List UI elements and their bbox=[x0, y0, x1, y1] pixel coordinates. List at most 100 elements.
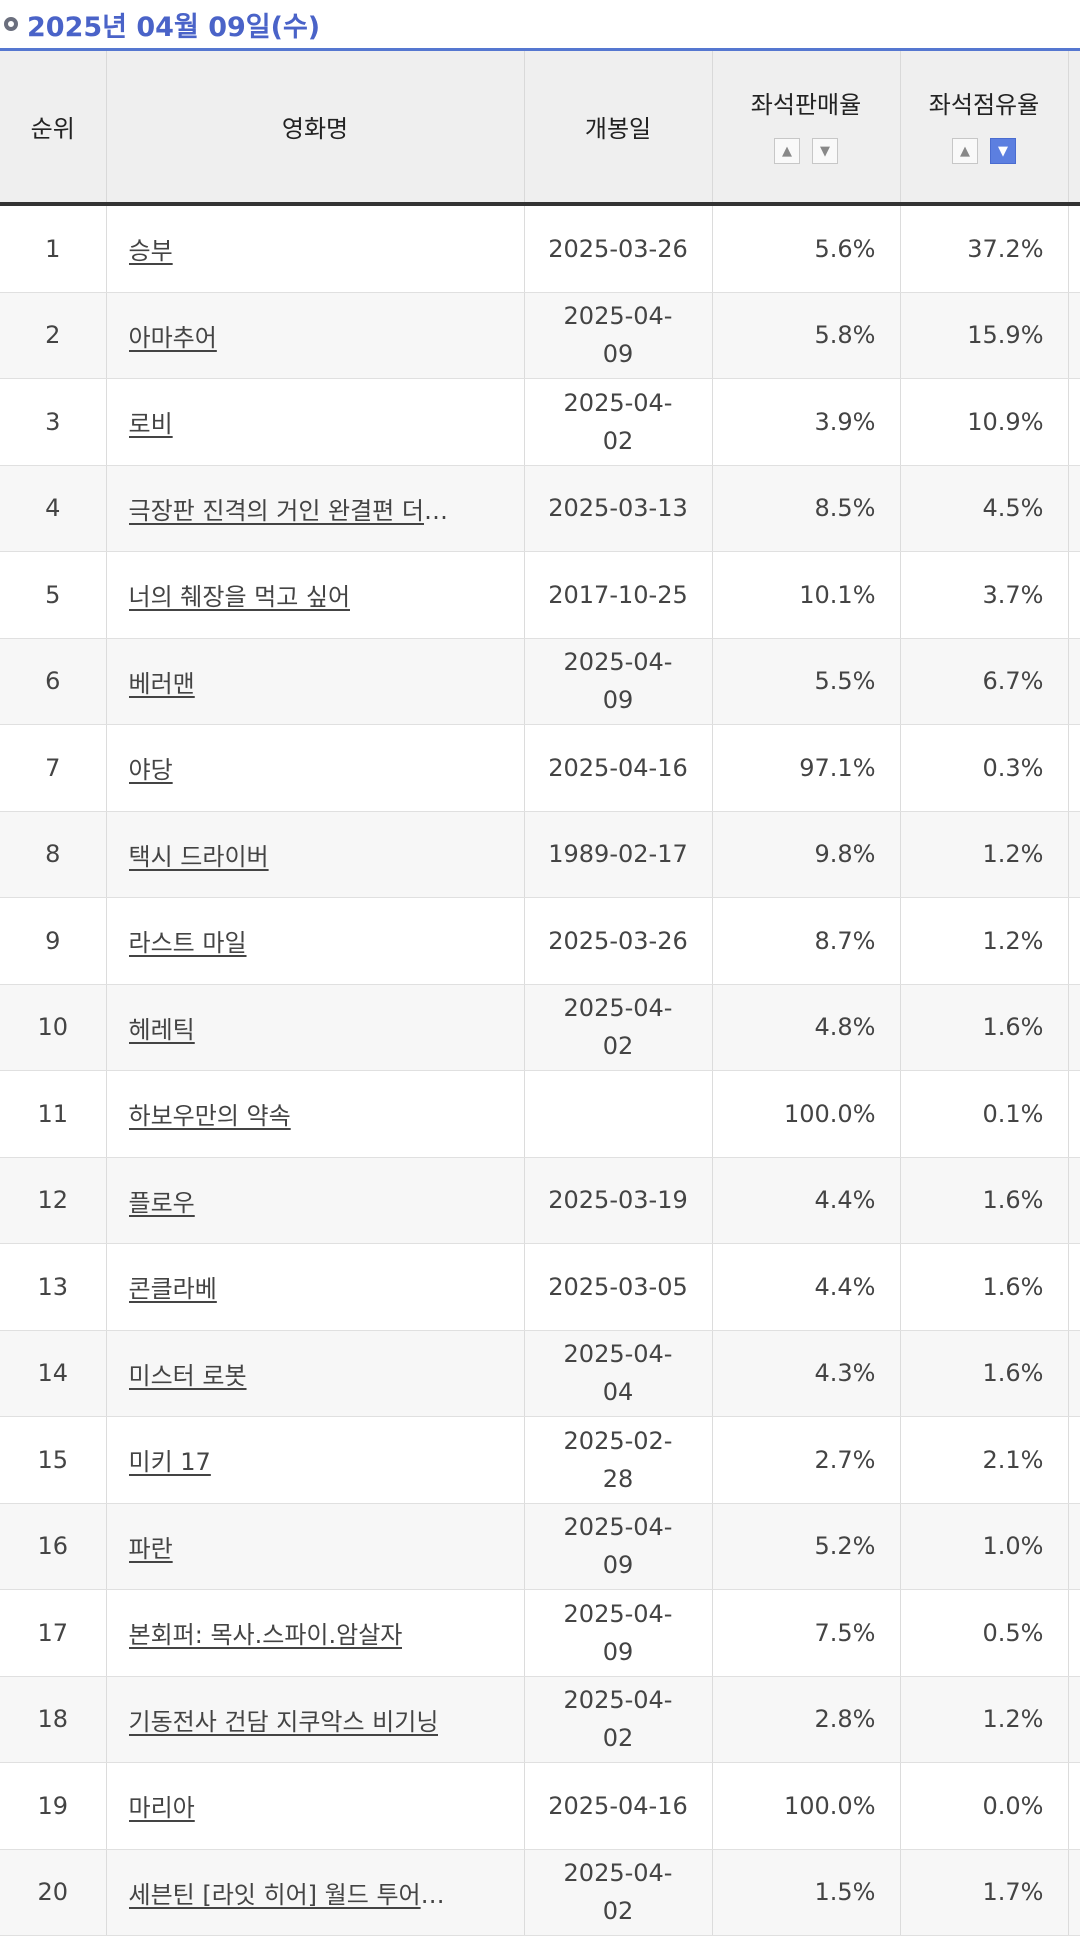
release-date-cell: 2025-03-05 bbox=[524, 1243, 713, 1331]
overflow-cell bbox=[1068, 1762, 1080, 1850]
movie-title-link[interactable]: 야당 bbox=[128, 756, 173, 785]
title-cell: 세븐틴 [라잇 히어] 월드 투어 인 시… bbox=[106, 1849, 525, 1936]
release-date-cell: 2025-04-02 bbox=[524, 378, 713, 466]
release-date: 2025-04-09 bbox=[563, 302, 673, 369]
movie-title-link[interactable]: 극장판 진격의 거인 완결편 더 라스… bbox=[128, 496, 449, 525]
title-cell: 하보우만의 약속 bbox=[106, 1070, 525, 1158]
movie-title-link[interactable]: 콘클라베 bbox=[128, 1275, 217, 1304]
release-date: 2017-10-25 bbox=[548, 580, 688, 609]
overflow-cell bbox=[1068, 724, 1080, 812]
overflow-cell bbox=[1068, 1589, 1080, 1677]
rank-cell: 12 bbox=[0, 1157, 107, 1244]
release-date: 2025-03-26 bbox=[548, 926, 688, 955]
rank-cell: 19 bbox=[0, 1762, 107, 1850]
chevron-up-icon[interactable]: ▲ bbox=[774, 138, 800, 164]
title-cell: 너의 췌장을 먹고 싶어 bbox=[106, 551, 525, 639]
share-rate-cell: 37.2% bbox=[900, 204, 1069, 293]
overflow-cell bbox=[1068, 1676, 1080, 1763]
release-date-cell: 2025-02-28 bbox=[524, 1416, 713, 1504]
title-cell: 헤레틱 bbox=[106, 984, 525, 1071]
movie-title-link[interactable]: 마리아 bbox=[128, 1794, 195, 1823]
sales-rate-cell: 2.7% bbox=[712, 1416, 901, 1504]
movie-title-link[interactable]: 미스터 로봇 bbox=[128, 1361, 247, 1390]
date-heading: 2025년 04월 09일(수) bbox=[0, 0, 1080, 48]
movie-title-link[interactable]: 플로우 bbox=[128, 1188, 195, 1217]
movie-title-link[interactable]: 승부 bbox=[128, 237, 173, 266]
release-date: 2025-04-16 bbox=[548, 753, 688, 782]
release-date: 2025-04-02 bbox=[563, 994, 673, 1061]
release-date: 2025-03-26 bbox=[548, 234, 688, 263]
title-cell: 로비 bbox=[106, 378, 525, 466]
title-cell: 승부 bbox=[106, 204, 525, 293]
share-rate-cell: 0.1% bbox=[900, 1070, 1069, 1158]
title-cell: 미스터 로봇 bbox=[106, 1330, 525, 1417]
movie-title-link[interactable]: 너의 췌장을 먹고 싶어 bbox=[128, 583, 351, 612]
movie-title-link[interactable]: 택시 드라이버 bbox=[128, 842, 269, 871]
release-date: 2025-04-04 bbox=[563, 1340, 673, 1407]
movie-title-link[interactable]: 라스트 마일 bbox=[128, 929, 247, 958]
sales-rate-cell: 1.5% bbox=[712, 1849, 901, 1936]
title-cell: 플로우 bbox=[106, 1157, 525, 1244]
release-date-cell: 2025-04-16 bbox=[524, 724, 713, 812]
movie-title-link[interactable]: 미키 17 bbox=[128, 1448, 211, 1477]
sales-rate-cell: 8.5% bbox=[712, 465, 901, 552]
sales-rate-cell: 4.4% bbox=[712, 1157, 901, 1244]
table-row: 9 라스트 마일 2025-03-26 8.7% 1.2% bbox=[0, 897, 1080, 985]
movie-title-link[interactable]: 아마추어 bbox=[128, 323, 217, 352]
movie-title-link[interactable]: 세븐틴 [라잇 히어] 월드 투어 인 시… bbox=[128, 1880, 449, 1909]
movie-title-link[interactable]: 베러맨 bbox=[128, 669, 195, 698]
table-row: 17 본회퍼: 목사.스파이.암살자 2025-04-09 7.5% 0.5% bbox=[0, 1589, 1080, 1677]
table-row: 18 기동전사 건담 지쿠악스 비기닝 2025-04-02 2.8% 1.2% bbox=[0, 1676, 1080, 1763]
column-header-sales-rate: 좌석판매율 ▲ ▼ bbox=[712, 51, 901, 206]
movie-title-link[interactable]: 하보우만의 약속 bbox=[128, 1102, 291, 1131]
sales-rate-cell: 5.2% bbox=[712, 1503, 901, 1590]
chevron-down-icon[interactable]: ▼ bbox=[812, 138, 838, 164]
table-row: 4 극장판 진격의 거인 완결편 더 라스… 2025-03-13 8.5%4.5% bbox=[0, 465, 1080, 552]
sales-rate-cell: 4.3% bbox=[712, 1330, 901, 1417]
movie-title-link[interactable]: 파란 bbox=[128, 1534, 173, 1563]
chevron-up-icon[interactable]: ▲ bbox=[952, 138, 978, 164]
movie-title-link[interactable]: 헤레틱 bbox=[128, 1015, 195, 1044]
overflow-cell bbox=[1068, 204, 1080, 293]
chevron-down-icon[interactable]: ▼ bbox=[990, 138, 1016, 164]
overflow-cell bbox=[1068, 1243, 1080, 1331]
table-row: 6 베러맨 2025-04-09 5.5% 6.7% bbox=[0, 638, 1080, 725]
overflow-cell bbox=[1068, 551, 1080, 639]
column-header-overflow bbox=[1068, 51, 1080, 206]
title-cell: 파란 bbox=[106, 1503, 525, 1590]
share-rate-cell: 0.5% bbox=[900, 1589, 1069, 1677]
title-cell: 라스트 마일 bbox=[106, 897, 525, 985]
movie-title-link[interactable]: 로비 bbox=[128, 410, 173, 439]
overflow-cell bbox=[1068, 984, 1080, 1071]
column-header-rank: 순위 bbox=[0, 51, 107, 206]
share-rate-sort-controls: ▲ ▼ bbox=[901, 138, 1068, 164]
release-date-cell: 2025-04-02 bbox=[524, 1676, 713, 1763]
rank-cell: 20 bbox=[0, 1849, 107, 1936]
sales-rate-cell: 9.8% bbox=[712, 811, 901, 898]
table-row: 20 세븐틴 [라잇 히어] 월드 투어 인 시… 2025-04-02 1.5%1.… bbox=[0, 1849, 1080, 1936]
table-body: 1 승부 2025-03-26 5.6% 37.2% 2 아마추어 2025-04-09 5.8… bbox=[0, 204, 1080, 1936]
title-cell: 미키 17 bbox=[106, 1416, 525, 1504]
title-cell: 택시 드라이버 bbox=[106, 811, 525, 898]
share-rate-cell: 1.2% bbox=[900, 1676, 1069, 1763]
share-rate-cell: 0.0% bbox=[900, 1762, 1069, 1850]
title-cell: 아마추어 bbox=[106, 292, 525, 379]
sales-rate-cell: 4.4% bbox=[712, 1243, 901, 1331]
rank-cell: 5 bbox=[0, 551, 107, 639]
rank-cell: 15 bbox=[0, 1416, 107, 1504]
share-rate-cell: 1.2% bbox=[900, 811, 1069, 898]
release-date-cell: 2025-03-26 bbox=[524, 204, 713, 293]
overflow-cell bbox=[1068, 1330, 1080, 1417]
movie-title-link[interactable]: 본회퍼: 목사.스파이.암살자 bbox=[128, 1621, 403, 1650]
overflow-cell bbox=[1068, 1070, 1080, 1158]
column-header-sales-rate-label: 좌석판매율 bbox=[750, 91, 862, 119]
sales-rate-cell: 10.1% bbox=[712, 551, 901, 639]
share-rate-cell: 6.7% bbox=[900, 638, 1069, 725]
sales-rate-cell: 5.5% bbox=[712, 638, 901, 725]
release-date-cell: 2025-04-16 bbox=[524, 1762, 713, 1850]
sales-rate-cell: 3.9% bbox=[712, 378, 901, 466]
sales-rate-cell: 100.0% bbox=[712, 1762, 901, 1850]
table-row: 3 로비 2025-04-02 3.9% 10.9% bbox=[0, 378, 1080, 466]
release-date-cell: 2025-04-09 bbox=[524, 1503, 713, 1590]
movie-title-link[interactable]: 기동전사 건담 지쿠악스 비기닝 bbox=[128, 1707, 439, 1736]
